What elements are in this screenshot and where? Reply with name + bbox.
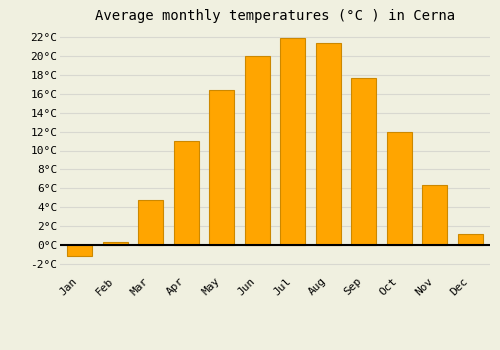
Bar xyxy=(316,43,340,245)
Bar xyxy=(174,141,199,245)
Bar xyxy=(138,201,163,245)
Bar xyxy=(245,56,270,245)
Bar xyxy=(210,90,234,245)
Title: Average monthly temperatures (°C ) in Cerna: Average monthly temperatures (°C ) in Ce… xyxy=(95,9,455,23)
Bar xyxy=(102,242,128,245)
Bar xyxy=(387,132,412,245)
Bar xyxy=(67,245,92,256)
Bar xyxy=(280,38,305,245)
Bar xyxy=(422,186,448,245)
Bar xyxy=(352,78,376,245)
Bar xyxy=(458,234,483,245)
